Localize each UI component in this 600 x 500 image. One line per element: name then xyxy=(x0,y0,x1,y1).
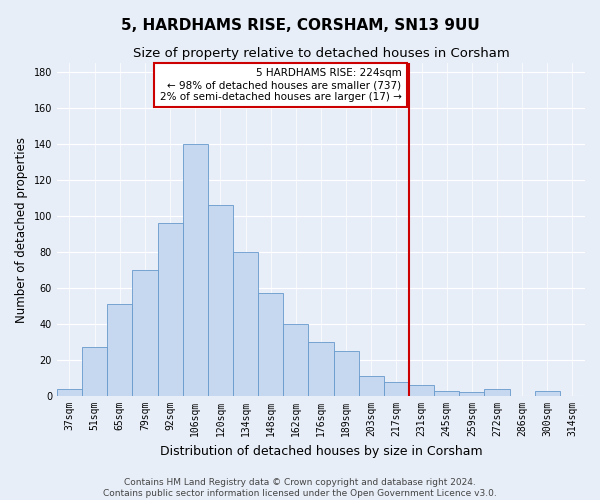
Bar xyxy=(158,224,182,396)
Bar xyxy=(384,382,409,396)
Bar xyxy=(107,304,133,396)
Bar xyxy=(182,144,208,396)
Bar xyxy=(82,348,107,396)
Text: Contains HM Land Registry data © Crown copyright and database right 2024.
Contai: Contains HM Land Registry data © Crown c… xyxy=(103,478,497,498)
Bar xyxy=(535,390,560,396)
Bar xyxy=(258,294,283,396)
Bar xyxy=(434,390,459,396)
Title: Size of property relative to detached houses in Corsham: Size of property relative to detached ho… xyxy=(133,48,509,60)
Bar xyxy=(409,386,434,396)
Bar xyxy=(334,351,359,396)
Bar xyxy=(133,270,158,396)
Bar xyxy=(308,342,334,396)
Bar xyxy=(484,389,509,396)
Bar xyxy=(57,389,82,396)
Bar xyxy=(208,206,233,396)
Text: 5, HARDHAMS RISE, CORSHAM, SN13 9UU: 5, HARDHAMS RISE, CORSHAM, SN13 9UU xyxy=(121,18,479,32)
Y-axis label: Number of detached properties: Number of detached properties xyxy=(15,136,28,322)
Bar xyxy=(283,324,308,396)
Bar xyxy=(359,376,384,396)
X-axis label: Distribution of detached houses by size in Corsham: Distribution of detached houses by size … xyxy=(160,444,482,458)
Bar xyxy=(459,392,484,396)
Text: 5 HARDHAMS RISE: 224sqm
← 98% of detached houses are smaller (737)
2% of semi-de: 5 HARDHAMS RISE: 224sqm ← 98% of detache… xyxy=(160,68,401,102)
Bar xyxy=(233,252,258,396)
